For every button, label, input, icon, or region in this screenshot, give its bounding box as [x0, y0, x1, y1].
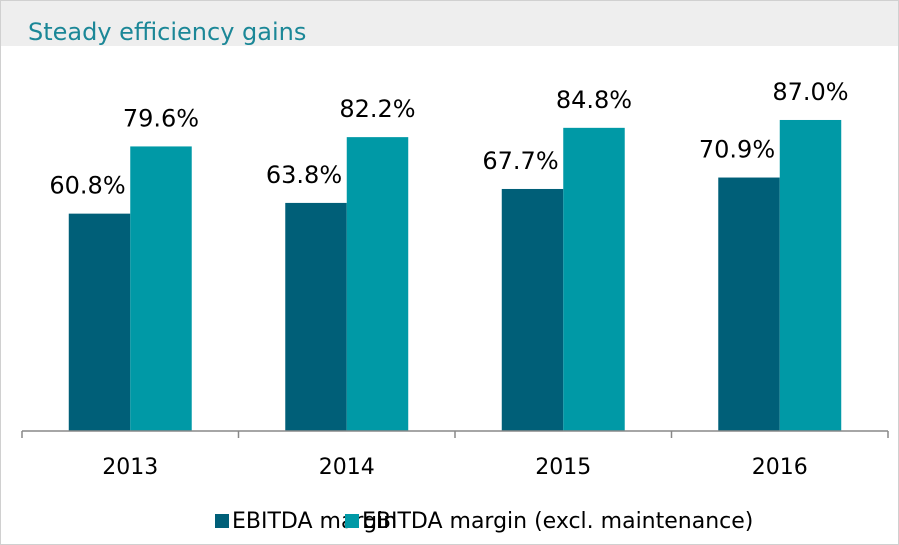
chart-title: Steady efficiency gains	[28, 18, 306, 46]
x-tick-label: 2013	[102, 455, 158, 480]
legend-swatch	[345, 514, 359, 528]
bar	[285, 202, 347, 431]
bar	[501, 188, 564, 431]
legend-label: EBITDA margin	[232, 509, 397, 534]
x-tick-label: 2016	[752, 455, 808, 480]
value-label: 60.8%	[49, 172, 125, 200]
x-tick-label: 2014	[319, 455, 375, 480]
bar	[779, 119, 842, 431]
value-label: 63.8%	[266, 161, 342, 189]
bar	[68, 213, 131, 431]
value-label: 84.8%	[556, 86, 632, 114]
x-tick-label: 2015	[535, 455, 591, 480]
value-label: 70.9%	[699, 136, 775, 164]
legend-label: EBITDA margin (excl. maintenance)	[362, 509, 753, 534]
value-label: 79.6%	[123, 104, 199, 132]
value-label: 87.0%	[772, 78, 848, 106]
bar	[130, 146, 192, 431]
value-label: 67.7%	[482, 147, 558, 175]
bar	[563, 127, 625, 431]
bar	[346, 137, 409, 431]
header	[1, 1, 898, 46]
bar	[718, 177, 780, 431]
legend-swatch	[215, 514, 229, 528]
value-label: 82.2%	[339, 95, 415, 123]
